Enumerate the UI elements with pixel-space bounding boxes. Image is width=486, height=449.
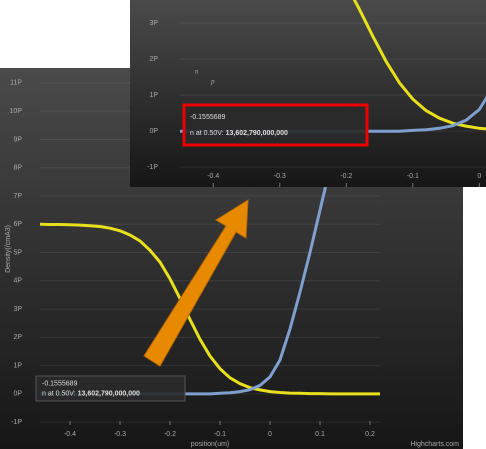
tooltip-value: 13,602,790,000,000: [78, 390, 140, 397]
x-tick-label: 0.2: [365, 431, 375, 438]
y-tick-label: 10P: [10, 108, 23, 115]
y-tick-label: 3P: [149, 20, 158, 27]
y-tick-label: 0P: [13, 391, 22, 398]
y-axis-title: Density(/cmA3): [5, 225, 12, 273]
credit: Highcharts.com: [410, 441, 459, 448]
y-tick-label: 3P: [13, 306, 22, 313]
tooltip-label: n at 0.50V:: [42, 390, 76, 397]
tooltip: -0.1555689 n at 0.50V: 13,602,790,000,000: [182, 103, 369, 147]
y-tick-label: -1P: [11, 419, 22, 426]
y-tick-label: 0P: [149, 128, 158, 135]
y-tick-label: 5P: [13, 249, 22, 256]
y-tick-label: 2P: [13, 334, 22, 341]
tooltip-box: [182, 103, 369, 147]
x-tick-label: -0.1: [407, 173, 419, 180]
tooltip-label: n at 0.50V:: [190, 130, 224, 137]
x-tick-label: -0.3: [114, 431, 126, 438]
x-tick-label: -0.4: [64, 431, 76, 438]
y-tick-label: 2P: [149, 56, 158, 63]
background: [130, 0, 486, 187]
front-chart: -1P 0P 1P 2P 3P -0.4 -0.3 -0.2 -0.1 0 -0.1555689 n …: [130, 0, 486, 187]
x-tick-label: -0.3: [274, 173, 286, 180]
y-tick-label: 4P: [13, 278, 22, 285]
y-tick-label: 11P: [10, 80, 22, 87]
x-tick-label: -0.1: [214, 431, 226, 438]
x-axis-title: position(um): [191, 441, 230, 448]
x-tick-label: -0.4: [207, 173, 219, 180]
tooltip-value: 13,602,790,000,000: [226, 130, 288, 137]
x-tick-label: 0.1: [315, 431, 325, 438]
y-tick-label: 7P: [13, 193, 22, 200]
tooltip-header: -0.1555689: [190, 114, 226, 121]
tooltip-box: [35, 375, 186, 402]
x-tick-label: 0: [477, 173, 481, 180]
series-line: [40, 222, 380, 396]
x-tick-label: 0: [268, 431, 272, 438]
x-tick-label: -0.2: [164, 431, 176, 438]
y-tick-label: 1P: [13, 362, 22, 369]
y-tick-label: -1P: [147, 164, 158, 171]
annotation-base: n: [195, 68, 199, 76]
x-tick-label: -0.2: [340, 173, 352, 180]
arrow: [143, 199, 249, 367]
y-tick-label: 1P: [149, 92, 158, 99]
series-line: [352, 0, 486, 131]
tooltip-header: -0.1555689: [42, 380, 78, 387]
y-tick-label: 6P: [13, 221, 22, 228]
annotation-sub: p: [210, 78, 215, 86]
tooltip: -0.1555689 n at 0.50V: 13,602,790,000,000: [35, 375, 186, 402]
y-tick-label: 9P: [13, 136, 22, 143]
y-tick-label: 8P: [13, 165, 22, 172]
